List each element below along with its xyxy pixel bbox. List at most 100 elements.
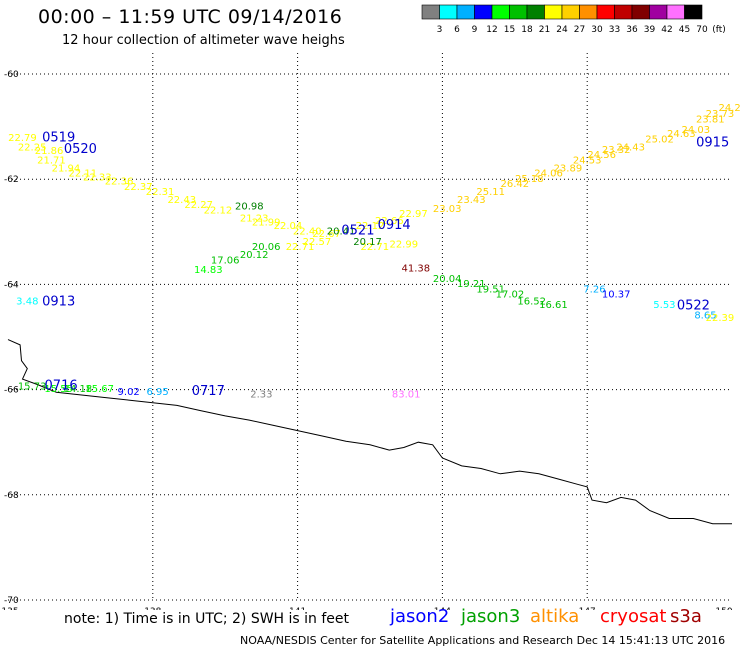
- track-time-label: 0521: [341, 223, 374, 238]
- wave-height-value: 20.17: [353, 237, 382, 248]
- wave-height-value: 23.89: [554, 163, 583, 174]
- x-tick-144: 144: [434, 607, 451, 610]
- wave-height-value: 22.37: [124, 182, 153, 193]
- wave-height-value: 22.71: [286, 242, 315, 253]
- satellite-label-s3a: s3a: [670, 606, 702, 627]
- wave-height-value: 25.18: [515, 174, 544, 185]
- map-title: 00:00 – 11:59 UTC 09/14/2016: [38, 6, 343, 28]
- satellite-label-jason2: jason2: [390, 606, 450, 627]
- wave-height-value: 21.71: [37, 155, 66, 166]
- wave-height-value: 22.43: [167, 195, 196, 206]
- x-tick-147: 147: [579, 607, 596, 610]
- wave-height-value: 22.67: [312, 229, 341, 240]
- y-tick--70: -70: [4, 596, 19, 606]
- wave-height-value: 23.43: [457, 195, 486, 206]
- colorbar-label-24: 24: [556, 25, 568, 35]
- wave-height-value: 22.11: [68, 169, 97, 180]
- wave-height-value: 23.81: [696, 114, 725, 125]
- track-time-label: 0915: [696, 136, 729, 151]
- wave-height-value: 15.55: [44, 384, 73, 395]
- track-time-label: 0914: [378, 218, 411, 233]
- wave-height-value: 3.48: [16, 296, 38, 307]
- wave-height-value: 22.39: [706, 313, 735, 324]
- wave-height-value: 20.98: [235, 202, 264, 213]
- wave-height-value: 7.26: [583, 284, 605, 295]
- wave-height-value: 22.99: [389, 240, 418, 251]
- wave-height-value: 19.51: [476, 284, 505, 295]
- wave-height-value: 14.18: [64, 384, 93, 395]
- wave-height-value: 20.41: [327, 226, 356, 237]
- wave-height-value: 83.01: [392, 390, 421, 401]
- satellite-label-jason3: jason3: [461, 606, 521, 627]
- wave-height-value: 22.97: [399, 209, 428, 220]
- track-time-label: 0520: [64, 142, 97, 157]
- wave-height-value: 19.21: [457, 279, 486, 290]
- y-tick--60: -60: [4, 70, 19, 80]
- track-time-label: 0913: [42, 294, 75, 309]
- wave-height-value: 20.04: [433, 274, 462, 285]
- wave-height-value: 41.38: [402, 263, 431, 274]
- map-subtitle: 12 hour collection of altimeter wave hei…: [62, 33, 345, 48]
- y-tick--68: -68: [4, 491, 19, 501]
- wave-height-value: 10.37: [602, 290, 631, 301]
- colorbar-label-42: 42: [661, 25, 672, 35]
- track-time-label: 0519: [42, 130, 75, 145]
- colorbar-label-9: 9: [472, 25, 478, 35]
- colorbar-legend: 3 6 9 12 15 18 21 24 27 30 33 36 39 42 45 70 (ft): [421, 4, 726, 35]
- wave-height-value: 24.2: [718, 103, 740, 114]
- colorbar-unit: (ft): [712, 25, 726, 35]
- colorbar-swatch-70: [684, 4, 703, 20]
- wave-height-value: 22.66: [375, 216, 404, 227]
- wave-height-value: 24.53: [573, 155, 602, 166]
- colorbar-label-30: 30: [591, 25, 603, 35]
- wave-height-value: 21.86: [35, 146, 64, 157]
- satellite-label-altika: altika: [530, 606, 580, 627]
- wave-height-value: 21.23: [240, 213, 269, 224]
- wave-height-value: 24.03: [681, 125, 710, 136]
- wave-height-value: 21.99: [252, 218, 281, 229]
- wave-height-value: 17.02: [496, 290, 525, 301]
- wave-height-value: 16.61: [539, 300, 568, 311]
- colorbar-label-39: 39: [644, 25, 656, 35]
- wave-height-value: 22.04: [274, 221, 303, 232]
- wave-height-value: 22.40: [293, 226, 322, 237]
- x-tick-141: 141: [289, 607, 306, 610]
- wave-height-value: 8.65: [694, 311, 716, 322]
- colorbar-label-15: 15: [504, 25, 515, 35]
- track-time-label: 0716: [45, 379, 78, 394]
- wave-height-value: 23.32: [602, 145, 631, 156]
- wave-height-value: 21.94: [52, 163, 81, 174]
- y-tick--66: -66: [4, 386, 19, 396]
- wave-height-value: 15.73: [18, 382, 47, 393]
- wave-height-value: 23.03: [433, 204, 462, 215]
- wave-height-value: 24.43: [616, 142, 645, 153]
- y-tick--64: -64: [4, 280, 19, 290]
- wave-height-value: 22.12: [204, 205, 233, 216]
- wave-height-value: 22.12: [356, 221, 385, 232]
- coastline: [7, 339, 732, 525]
- wave-height-value: 24.06: [534, 169, 563, 180]
- colorbar-label-70: 70: [696, 25, 708, 35]
- wave-height-value: 25.02: [645, 134, 674, 145]
- wave-height-value: 2.33: [250, 390, 272, 401]
- wave-height-value: 22.79: [8, 133, 37, 144]
- wave-height-value: 24.63: [667, 129, 696, 140]
- colorbar-label-36: 36: [626, 25, 638, 35]
- colorbar-label-27: 27: [574, 25, 585, 35]
- wave-height-value: 22.57: [303, 237, 332, 248]
- wave-height-value: 22.31: [146, 187, 175, 198]
- colorbar-label-6: 6: [454, 25, 460, 35]
- wave-height-value: 15.67: [85, 384, 114, 395]
- footer-note: note: 1) Time is in UTC; 2) SWH is in fe…: [64, 611, 350, 627]
- track-time-label: 0522: [677, 299, 710, 314]
- colorbar-label-45: 45: [679, 25, 690, 35]
- wave-height-value: 22.25: [18, 142, 47, 153]
- wave-height-value: 6.95: [146, 387, 168, 398]
- wave-height-value: 26.42: [500, 179, 529, 190]
- wave-height-value: 20.06: [252, 242, 281, 253]
- colorbar-label-3: 3: [437, 25, 443, 35]
- wave-height-value: 17.06: [211, 255, 240, 266]
- wave-height-value: 9.02: [118, 387, 140, 398]
- wave-height-value: 22.71: [361, 242, 390, 253]
- wave-height-value: 22.33: [83, 172, 112, 183]
